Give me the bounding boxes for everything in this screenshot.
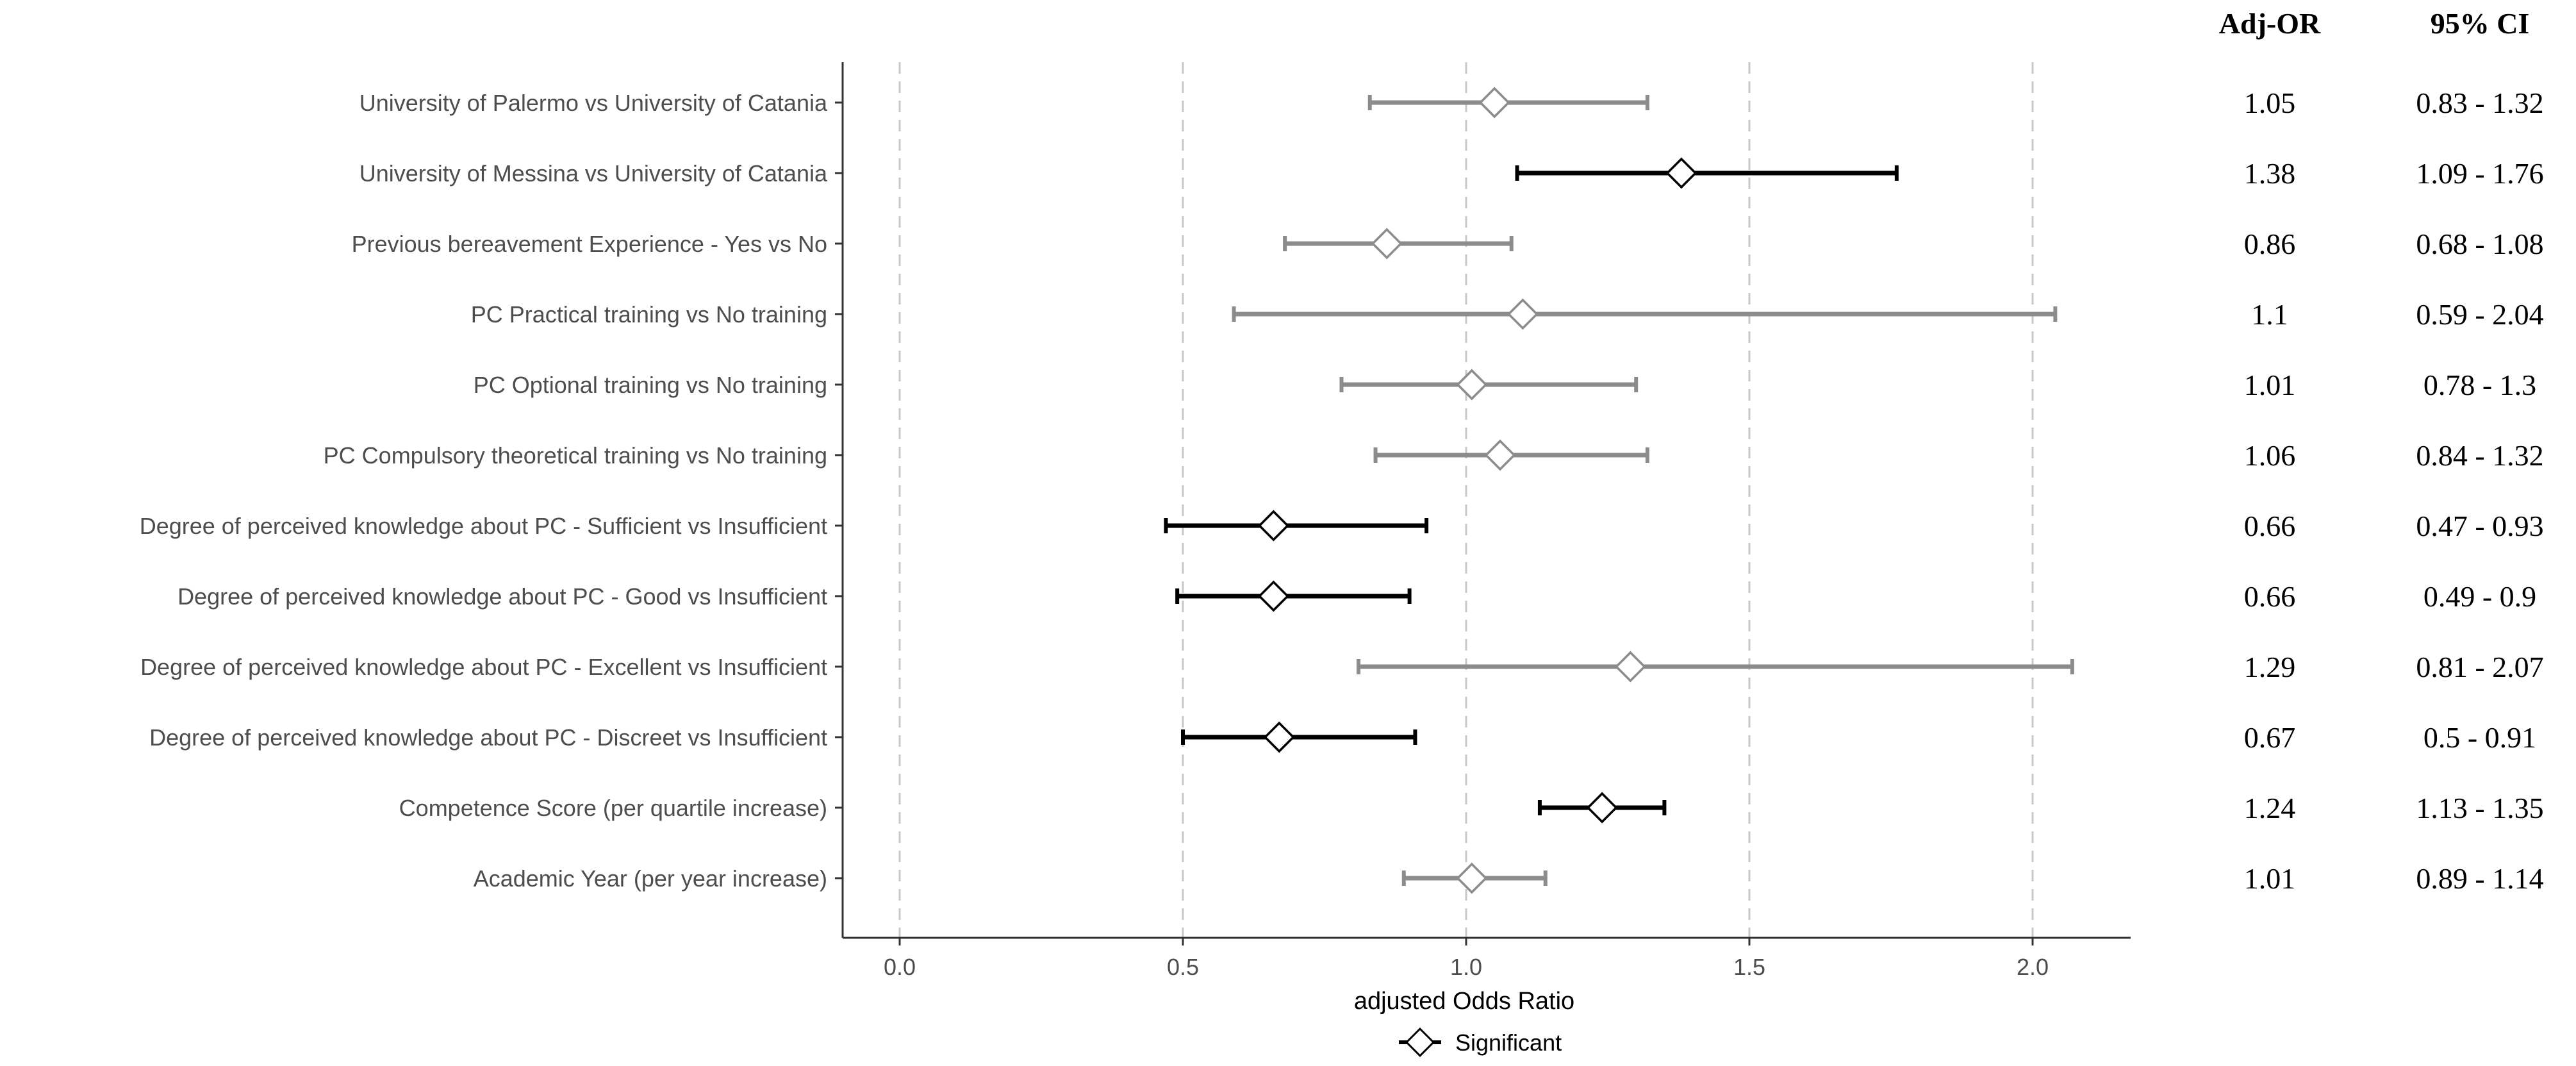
table-ci-3: 0.59 - 2.04	[2416, 298, 2543, 331]
table-ci-10: 1.13 - 1.35	[2416, 792, 2543, 824]
x-axis-ticks: 0.0 0.5 1.0 1.5 2.0	[884, 938, 2049, 980]
or-point-5	[1484, 439, 1516, 471]
table-or-1: 1.38	[2244, 157, 2296, 190]
table-ci-5: 0.84 - 1.32	[2416, 439, 2543, 472]
or-point-8	[1614, 651, 1646, 683]
x-tick-label-0: 0.0	[884, 954, 916, 980]
or-point-11	[1456, 862, 1488, 894]
row-label-6: Degree of perceived knowledge about PC -…	[140, 513, 827, 539]
or-point-4	[1456, 369, 1488, 401]
table-ci-7: 0.49 - 0.9	[2423, 580, 2536, 613]
x-tick-label-3: 1.5	[1733, 954, 1765, 980]
odds-ratio-points	[1257, 87, 1697, 894]
x-tick-label-2: 1.0	[1450, 954, 1482, 980]
or-point-6	[1257, 510, 1289, 542]
table-ci-9: 0.5 - 0.91	[2423, 721, 2536, 754]
or-point-1	[1665, 157, 1697, 189]
row-label-7: Degree of perceived knowledge about PC -…	[178, 583, 827, 610]
table-or-10: 1.24	[2244, 792, 2296, 824]
row-label-1: University of Messina vs University of C…	[359, 160, 828, 187]
row-label-11: Academic Year (per year increase)	[474, 865, 827, 892]
row-label-5: PC Compulsory theoretical training vs No…	[324, 442, 827, 469]
table-ci-11: 0.89 - 1.14	[2416, 862, 2543, 895]
table-or-4: 1.01	[2244, 369, 2296, 401]
row-label-10: Competence Score (per quartile increase)	[399, 795, 827, 821]
legend-label-significant: Significant	[1455, 1029, 1562, 1056]
table-or-11: 1.01	[2244, 862, 2296, 895]
table-or-0: 1.05	[2244, 87, 2296, 119]
table-or-6: 0.66	[2244, 510, 2296, 542]
table-ci-2: 0.68 - 1.08	[2416, 228, 2543, 260]
row-label-3: PC Practical training vs No training	[471, 301, 827, 328]
table-header-or: Adj-OR	[2219, 7, 2321, 40]
axes	[841, 62, 2131, 939]
table-or-8: 1.29	[2244, 651, 2296, 683]
table-header-ci: 95% CI	[2431, 7, 2530, 40]
table-ci-1: 1.09 - 1.76	[2416, 157, 2543, 190]
table-or-7: 0.66	[2244, 580, 2296, 613]
row-label-9: Degree of perceived knowledge about PC -…	[149, 724, 827, 751]
row-label-4: PC Optional training vs No training	[474, 372, 827, 398]
legend-diamond-icon	[1405, 1027, 1435, 1058]
table-ci-0: 0.83 - 1.32	[2416, 87, 2543, 119]
x-axis-title: adjusted Odds Ratio	[1354, 988, 1574, 1015]
or-point-7	[1257, 580, 1289, 612]
row-label-2: Previous bereavement Experience - Yes vs…	[352, 231, 827, 257]
table-ci-8: 0.81 - 2.07	[2416, 651, 2543, 683]
or-point-0	[1478, 87, 1510, 119]
table-or-3: 1.1	[2251, 298, 2288, 331]
x-tick-label-4: 2.0	[2017, 954, 2049, 980]
or-point-3	[1507, 298, 1539, 330]
table-ci-4: 0.78 - 1.3	[2423, 369, 2536, 401]
confidence-intervals	[1164, 95, 2074, 886]
table-ci-6: 0.47 - 0.93	[2416, 510, 2543, 542]
table-or-9: 0.67	[2244, 721, 2296, 754]
or-point-2	[1371, 228, 1403, 260]
row-label-0: University of Palermo vs University of C…	[359, 90, 828, 116]
or-point-9	[1263, 721, 1295, 753]
legend: Significant	[1399, 1027, 1562, 1058]
row-label-8: Degree of perceived knowledge about PC -…	[140, 654, 827, 680]
table-or-5: 1.06	[2244, 439, 2296, 472]
x-tick-label-1: 0.5	[1167, 954, 1199, 980]
or-point-10	[1586, 792, 1618, 824]
estimates-table: Adj-OR 95% CI 1.05 0.83 - 1.32 1.38 1.09 - …	[2219, 7, 2544, 895]
grid-lines	[898, 62, 2034, 938]
row-labels: University of Palermo vs University of C…	[140, 90, 843, 892]
table-or-2: 0.86	[2244, 228, 2296, 260]
